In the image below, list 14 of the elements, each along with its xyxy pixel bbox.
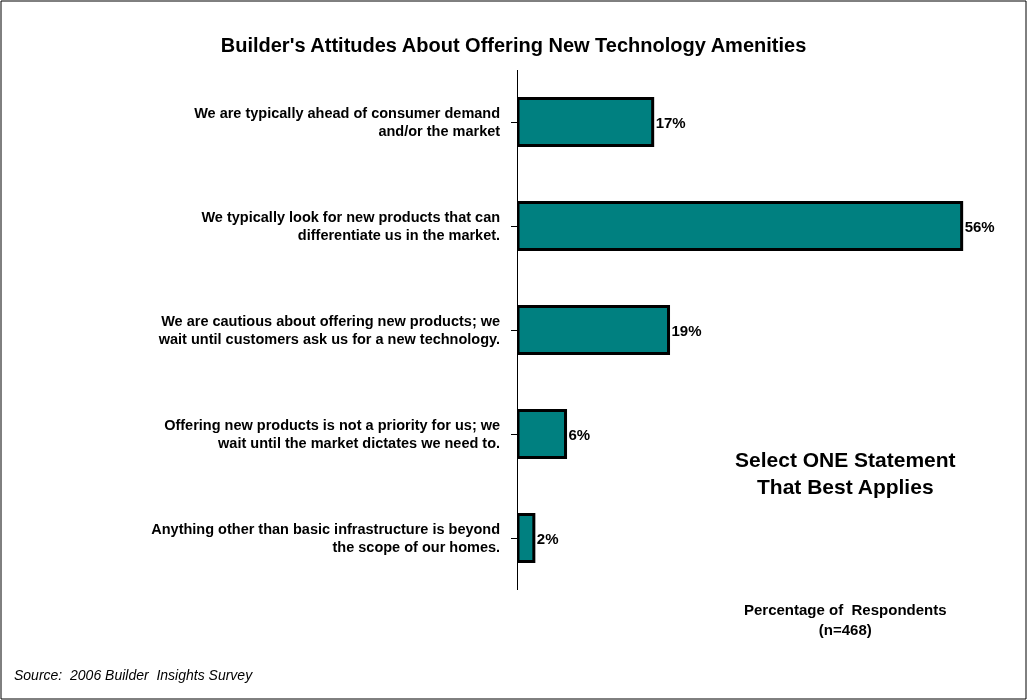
y-tick-label: We are typically ahead of consumer demand and/or the market [194,104,501,140]
y-tick-label: We are cautious about offering new products; we wait until customers ask us for a new technology. [157,312,501,348]
data-label: 6% [568,425,591,443]
text: Percentage of Respondents (n=468) [744,601,947,638]
y-tick-label: Offering new products is not a priority for us; we wait until the market dictates we need to. [164,416,501,452]
y-tick-label: We typically look for new products that can differentiate us in the market. [201,208,501,244]
source-note: Source: 2006 Builder Insights Survey [14,667,254,683]
annotation: Select ONE Statement That Best Applies [735,448,956,499]
data-label: 2% [536,529,559,547]
data-label: 17% [655,113,686,131]
data-label: 19% [671,321,702,339]
y-tick-label: Anything other than basic infrastructure is beyond the scope of our homes. [151,520,501,556]
data-label: 56% [964,217,995,235]
chart-title: Builder's Attitudes About Offering New Technology Amenities [220,34,807,56]
